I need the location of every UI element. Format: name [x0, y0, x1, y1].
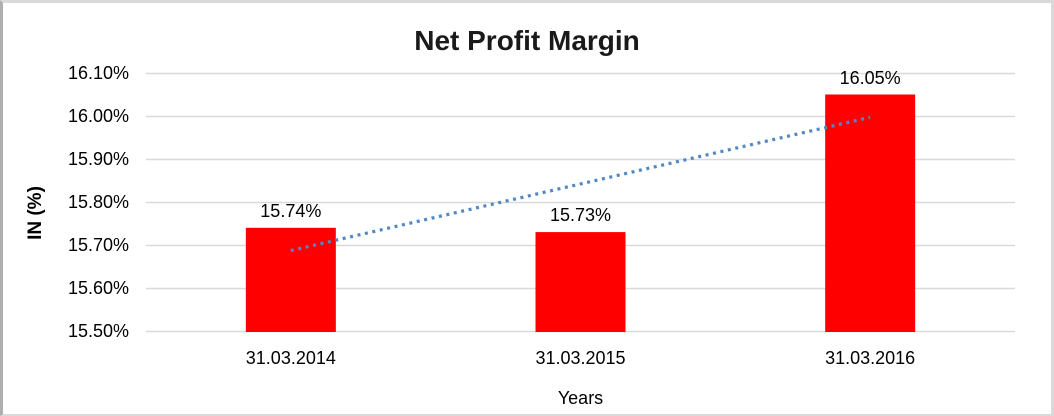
bar — [535, 232, 626, 332]
x-tick-label: 31.03.2014 — [245, 348, 336, 368]
y-tick-label: 15.80% — [67, 192, 129, 212]
y-tick-label: 16.00% — [67, 106, 129, 126]
x-tick-label: 31.03.2015 — [535, 348, 626, 368]
plot-area — [146, 72, 1015, 333]
bar-value-label: 15.73% — [549, 205, 612, 226]
bar — [825, 94, 916, 332]
bar-value-label: 16.05% — [839, 67, 901, 88]
y-tick-label: 16.10% — [67, 63, 129, 83]
y-tick-label: 15.60% — [67, 278, 129, 298]
y-tick-label: 15.50% — [67, 321, 129, 341]
y-tick-label: 15.90% — [67, 149, 129, 169]
trendline — [290, 115, 871, 253]
y-tick-label: 15.70% — [67, 235, 129, 255]
x-axis-title: Years — [557, 388, 604, 408]
chart-title: Net Profit Margin — [414, 25, 640, 56]
bar-value-label: 15.74% — [260, 200, 322, 221]
x-tick-label: 31.03.2016 — [825, 348, 916, 368]
